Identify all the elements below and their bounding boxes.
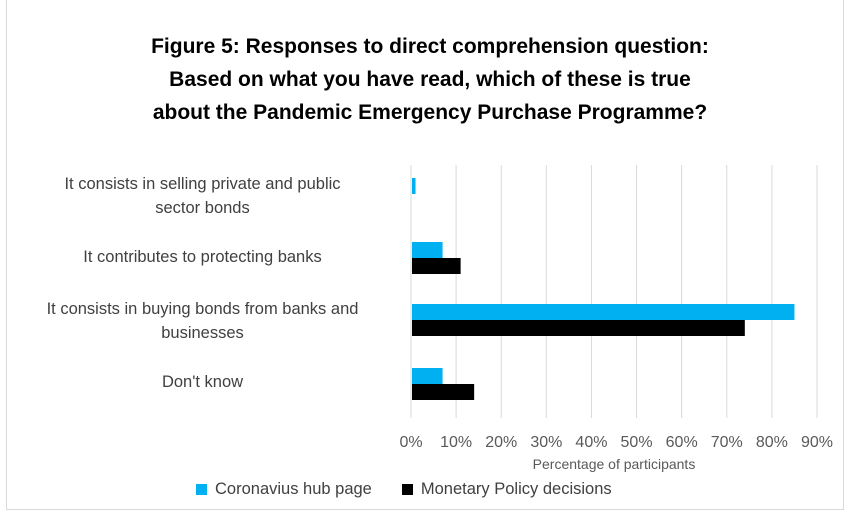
x-tick-label: 20%	[485, 434, 517, 451]
chart-title-line-2: Based on what you have read, which of th…	[169, 68, 691, 91]
bar-coronavirus-hub	[412, 368, 443, 384]
x-tick-label: 30%	[530, 434, 562, 451]
x-tick-label: 70%	[711, 434, 743, 451]
category-label-protecting-banks: It contributes to protecting banks	[10, 245, 395, 269]
category-label-line: businesses	[161, 324, 244, 342]
bar-coronavirus-hub	[412, 242, 443, 258]
x-tick-label: 40%	[575, 434, 607, 451]
x-axis-label: Percentage of participants	[532, 456, 696, 472]
category-label-line: Don't know	[161, 373, 244, 391]
legend-item-coronavirus-hub: Coronavius hub page	[196, 480, 372, 499]
category-label-buying-bonds: It consists in buying bonds from banks a…	[10, 297, 395, 345]
legend-label-coronavirus-hub: Coronavius hub page	[215, 479, 372, 498]
bar-coronavirus-hub	[412, 178, 416, 194]
chart-frame	[6, 0, 844, 510]
x-tick-label: 50%	[621, 434, 653, 451]
legend-swatch-coronavirus-hub	[196, 483, 207, 495]
legend-item-monetary-policy: Monetary Policy decisions	[401, 479, 612, 499]
x-tick-label: 0%	[399, 434, 422, 451]
x-tick-label: 90%	[801, 434, 833, 451]
bar-coronavirus-hub	[412, 304, 795, 320]
category-label-line: It consists in buying bonds from banks a…	[46, 300, 359, 318]
legend-label-monetary-policy: Monetary Policy decisions	[420, 479, 612, 498]
chart-title-line-3: about the Pandemic Emergency Purchase Pr…	[152, 101, 708, 124]
x-tick-label: 10%	[440, 434, 472, 451]
chart-title: Figure 5: Responses to direct comprehens…	[70, 30, 790, 129]
x-tick-label: 60%	[666, 434, 698, 451]
bar-monetary-policy	[412, 384, 475, 400]
x-tick-label: 80%	[756, 434, 788, 451]
bar-monetary-policy	[412, 320, 745, 336]
category-label-dont-know: Don't know	[10, 370, 395, 394]
category-label-line: It contributes to protecting banks	[83, 248, 322, 266]
chart-legend: Coronavius hub page Monetary Policy deci…	[196, 478, 642, 500]
bar-monetary-policy	[412, 258, 461, 274]
category-label-selling-bonds: It consists in selling private and publi…	[10, 172, 395, 220]
category-label-line: sector bonds	[155, 199, 250, 217]
category-label-line: It consists in selling private and publi…	[64, 175, 341, 193]
chart-title-line-1: Figure 5: Responses to direct comprehens…	[151, 35, 709, 58]
legend-swatch-monetary-policy	[401, 483, 413, 495]
